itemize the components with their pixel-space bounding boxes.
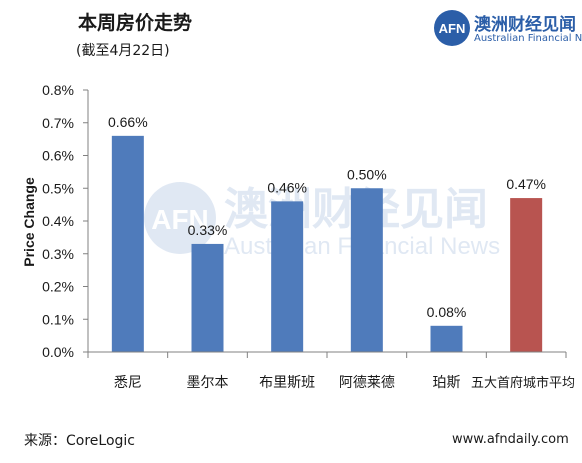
bar: [510, 198, 543, 352]
x-tick-label: 阿德莱德: [339, 375, 395, 391]
x-tick-label: 悉尼: [114, 375, 142, 391]
y-tick-label: 0.6%: [42, 148, 74, 164]
y-tick-label: 0.8%: [42, 82, 74, 98]
chart-title: 本周房价走势: [78, 12, 193, 34]
website-link[interactable]: www.afndaily.com: [452, 432, 569, 447]
data-label: 0.66%: [108, 114, 148, 130]
brand-logo: AFN 澳洲财经见闻 Australian Financial News: [432, 8, 582, 52]
data-label: 0.08%: [427, 304, 467, 320]
y-tick-label: 0.7%: [42, 115, 74, 131]
x-tick-label: 五大首府城市平均: [471, 375, 575, 391]
bar: [191, 243, 224, 352]
bars: 0.66% 0.33% 0.46% 0.50% 0.08% 0.47%: [108, 114, 546, 352]
y-tick-label: 0.0%: [42, 344, 74, 360]
data-label: 0.47%: [506, 176, 546, 192]
y-tick-label: 0.2%: [42, 279, 74, 295]
x-axis: 悉尼 墨尔本 布里斯班 阿德莱德 珀斯 五大首府城市平均: [87, 351, 575, 391]
y-tick-label: 0.1%: [42, 311, 74, 327]
bar: [111, 135, 144, 352]
watermark-logo-icon: [144, 182, 216, 254]
afn-logo-icon: AFN: [434, 10, 470, 46]
x-tick-label: 墨尔本: [187, 375, 229, 391]
y-axis: 0.0% 0.1% 0.2% 0.3% 0.4% 0.5% 0.6% 0.7% 0.8%: [42, 82, 89, 360]
logo-mark-text: AFN: [439, 21, 466, 36]
data-label: 0.33%: [188, 222, 228, 238]
chart-subtitle: (截至4月22日): [76, 43, 170, 59]
bar: [350, 188, 383, 352]
y-tick-label: 0.4%: [42, 213, 74, 229]
data-label: 0.50%: [347, 166, 387, 182]
brand-name-en: Australian Financial News: [474, 33, 582, 44]
bar: [430, 325, 463, 352]
y-tick-label: 0.3%: [42, 246, 74, 262]
x-tick-label: 布里斯班: [259, 375, 315, 391]
source-note: 来源：CoreLogic: [24, 433, 135, 449]
y-axis-label: Price Change: [21, 177, 37, 267]
x-tick-label: 珀斯: [433, 375, 461, 391]
bar: [271, 201, 304, 352]
watermark-mark: AFN: [151, 204, 209, 235]
data-label: 0.46%: [267, 179, 307, 195]
brand-name: 澳洲财经见闻: [474, 15, 576, 35]
y-tick-label: 0.5%: [42, 180, 74, 196]
